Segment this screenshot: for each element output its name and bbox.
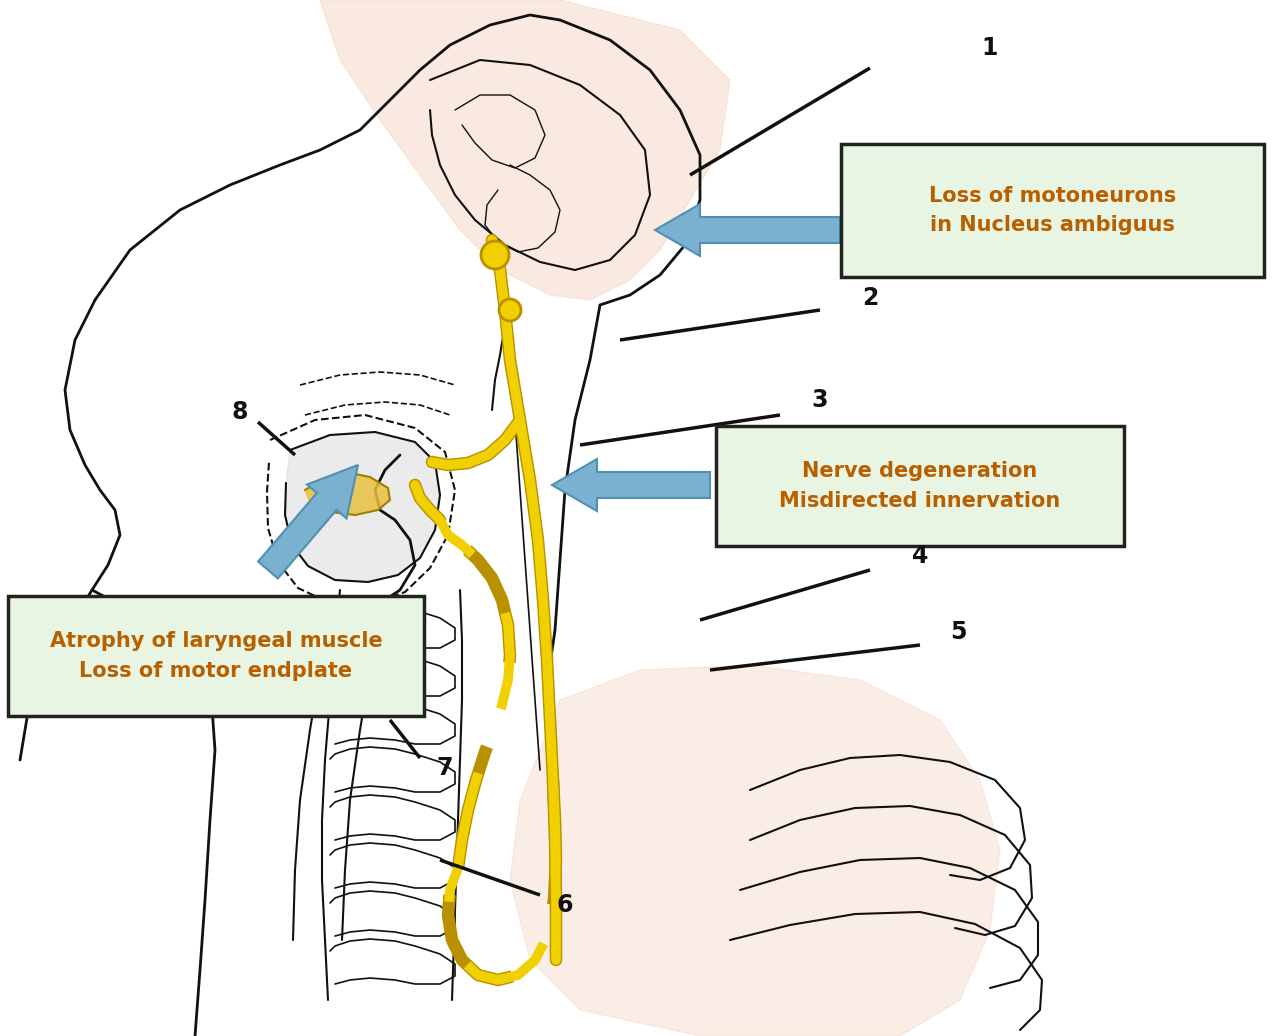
Circle shape: [499, 299, 521, 321]
Text: 2: 2: [861, 286, 878, 310]
Text: 8: 8: [232, 400, 248, 424]
Text: 3: 3: [812, 388, 828, 412]
FancyBboxPatch shape: [716, 426, 1124, 546]
Text: 6: 6: [557, 893, 573, 917]
FancyArrow shape: [259, 465, 358, 578]
Polygon shape: [509, 665, 1000, 1036]
Text: Loss of motoneurons
in Nucleus ambiguus: Loss of motoneurons in Nucleus ambiguus: [929, 185, 1176, 235]
FancyArrow shape: [655, 204, 840, 256]
Text: 5: 5: [950, 620, 966, 644]
Polygon shape: [305, 473, 390, 515]
FancyBboxPatch shape: [8, 596, 424, 716]
Text: 1: 1: [982, 36, 998, 60]
FancyBboxPatch shape: [841, 144, 1265, 277]
Text: Atrophy of laryngeal muscle
Loss of motor endplate: Atrophy of laryngeal muscle Loss of moto…: [50, 631, 383, 681]
Text: 4: 4: [911, 544, 928, 568]
Polygon shape: [320, 0, 730, 300]
Polygon shape: [285, 432, 440, 582]
Text: 7: 7: [436, 756, 453, 780]
Text: Nerve degeneration
Misdirected innervation: Nerve degeneration Misdirected innervati…: [780, 461, 1061, 511]
FancyArrow shape: [552, 459, 710, 511]
Circle shape: [481, 241, 509, 269]
